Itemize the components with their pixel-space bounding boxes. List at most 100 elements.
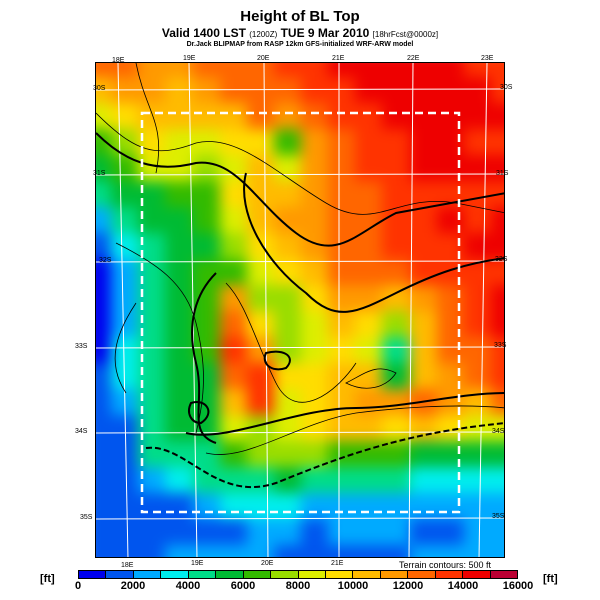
field-cell [382,363,410,389]
colorbar-tick-label: 8000 [285,580,311,592]
field-cell [138,63,166,77]
field-cell [165,363,193,389]
zulu-time: (1200Z) [249,30,278,39]
lon-line-22e [408,63,414,557]
colorbar-tick-label: 4000 [175,580,201,592]
field-cell [409,207,437,233]
field-cell [382,233,410,259]
field-cell [96,285,112,311]
field-cell [490,337,504,363]
field-cell [301,207,329,233]
field-cell [138,545,166,557]
bottom-lon-label: 21E [331,560,344,567]
field-cell [301,103,329,129]
field-cell [219,545,247,557]
field-cell [355,441,383,467]
field-cell [111,311,139,337]
field-cell [328,467,356,493]
left-lat-label: 34S [75,428,88,435]
field-cell [111,259,139,285]
field-cell [219,337,247,363]
field-cell [328,63,356,77]
colorbar-swatch [353,571,381,578]
field-cell [96,415,112,441]
field-cell [355,155,383,181]
field-cell [409,155,437,181]
field-cell [328,181,356,207]
field-cell [111,207,139,233]
field-cell [301,181,329,207]
field-cell [355,311,383,337]
field-cell [96,545,112,557]
colorbar-swatch [380,571,409,578]
field-cell [96,363,112,389]
field-cell [111,545,139,557]
top-lon-label: 23E [481,55,494,62]
bottom-lon-label: 19E [191,560,204,567]
lat-line-35s [96,517,504,520]
field-cell [246,155,274,181]
field-cell [355,415,383,441]
field-cell [301,441,329,467]
map-overlay [96,63,504,557]
field-cell [192,155,220,181]
field-cell [246,389,274,415]
forecast-info: [18hrFcst@0000z] [372,30,439,39]
field-cell [273,493,301,519]
field-cell [490,519,504,545]
field-cell [463,467,491,493]
field-cell [246,181,274,207]
field-cell [273,233,301,259]
field-cell [328,311,356,337]
field-cell [192,259,220,285]
colorbar-swatch [133,571,162,578]
field-cell [328,155,356,181]
colorbar-tick-label: 14000 [447,580,479,592]
field-cell [382,259,410,285]
field-cell [273,63,301,77]
field-cell [328,363,356,389]
field-cell [490,363,504,389]
field-cell [165,259,193,285]
field-cell [328,77,356,103]
inner-domain-boundary [140,111,461,514]
lon-line-19e [188,63,198,557]
field-cell [355,519,383,545]
lat-lon-grid [96,63,504,557]
field-cell [273,519,301,545]
colorbar-unit-left: [ft] [40,573,55,585]
field-cell [463,493,491,519]
right-lat-label: 31S [496,170,509,177]
field-cell [355,545,383,557]
field-cell [192,233,220,259]
bl-height-field [96,63,504,557]
field-cell [382,467,410,493]
field-cell [409,129,437,155]
colorbar-swatch [408,571,436,578]
lat-line-32s [96,260,504,263]
field-cell [96,103,112,129]
field-cell [409,415,437,441]
field-cell [382,129,410,155]
field-cell [301,311,329,337]
field-cell [463,285,491,311]
field-cell [273,467,301,493]
field-cell [490,63,504,77]
field-cell [301,493,329,519]
colorbar-swatch [216,571,244,578]
field-cell [273,181,301,207]
field-cell [165,233,193,259]
field-cell [328,259,356,285]
lon-line-18e [117,63,129,557]
field-cell [409,63,437,77]
model-description: Dr.Jack BLIPMAP from RASP 12km GFS-initi… [186,41,414,48]
field-cell [382,337,410,363]
field-cell [490,441,504,467]
colorbar-tick-label: 6000 [230,580,256,592]
field-cell [301,545,329,557]
field-cell [246,207,274,233]
map-subtitle: Valid 1400 LST (1200Z) TUE 9 Mar 2010 [1… [0,26,600,40]
field-cell [382,311,410,337]
field-cell [219,129,247,155]
field-cell [165,337,193,363]
